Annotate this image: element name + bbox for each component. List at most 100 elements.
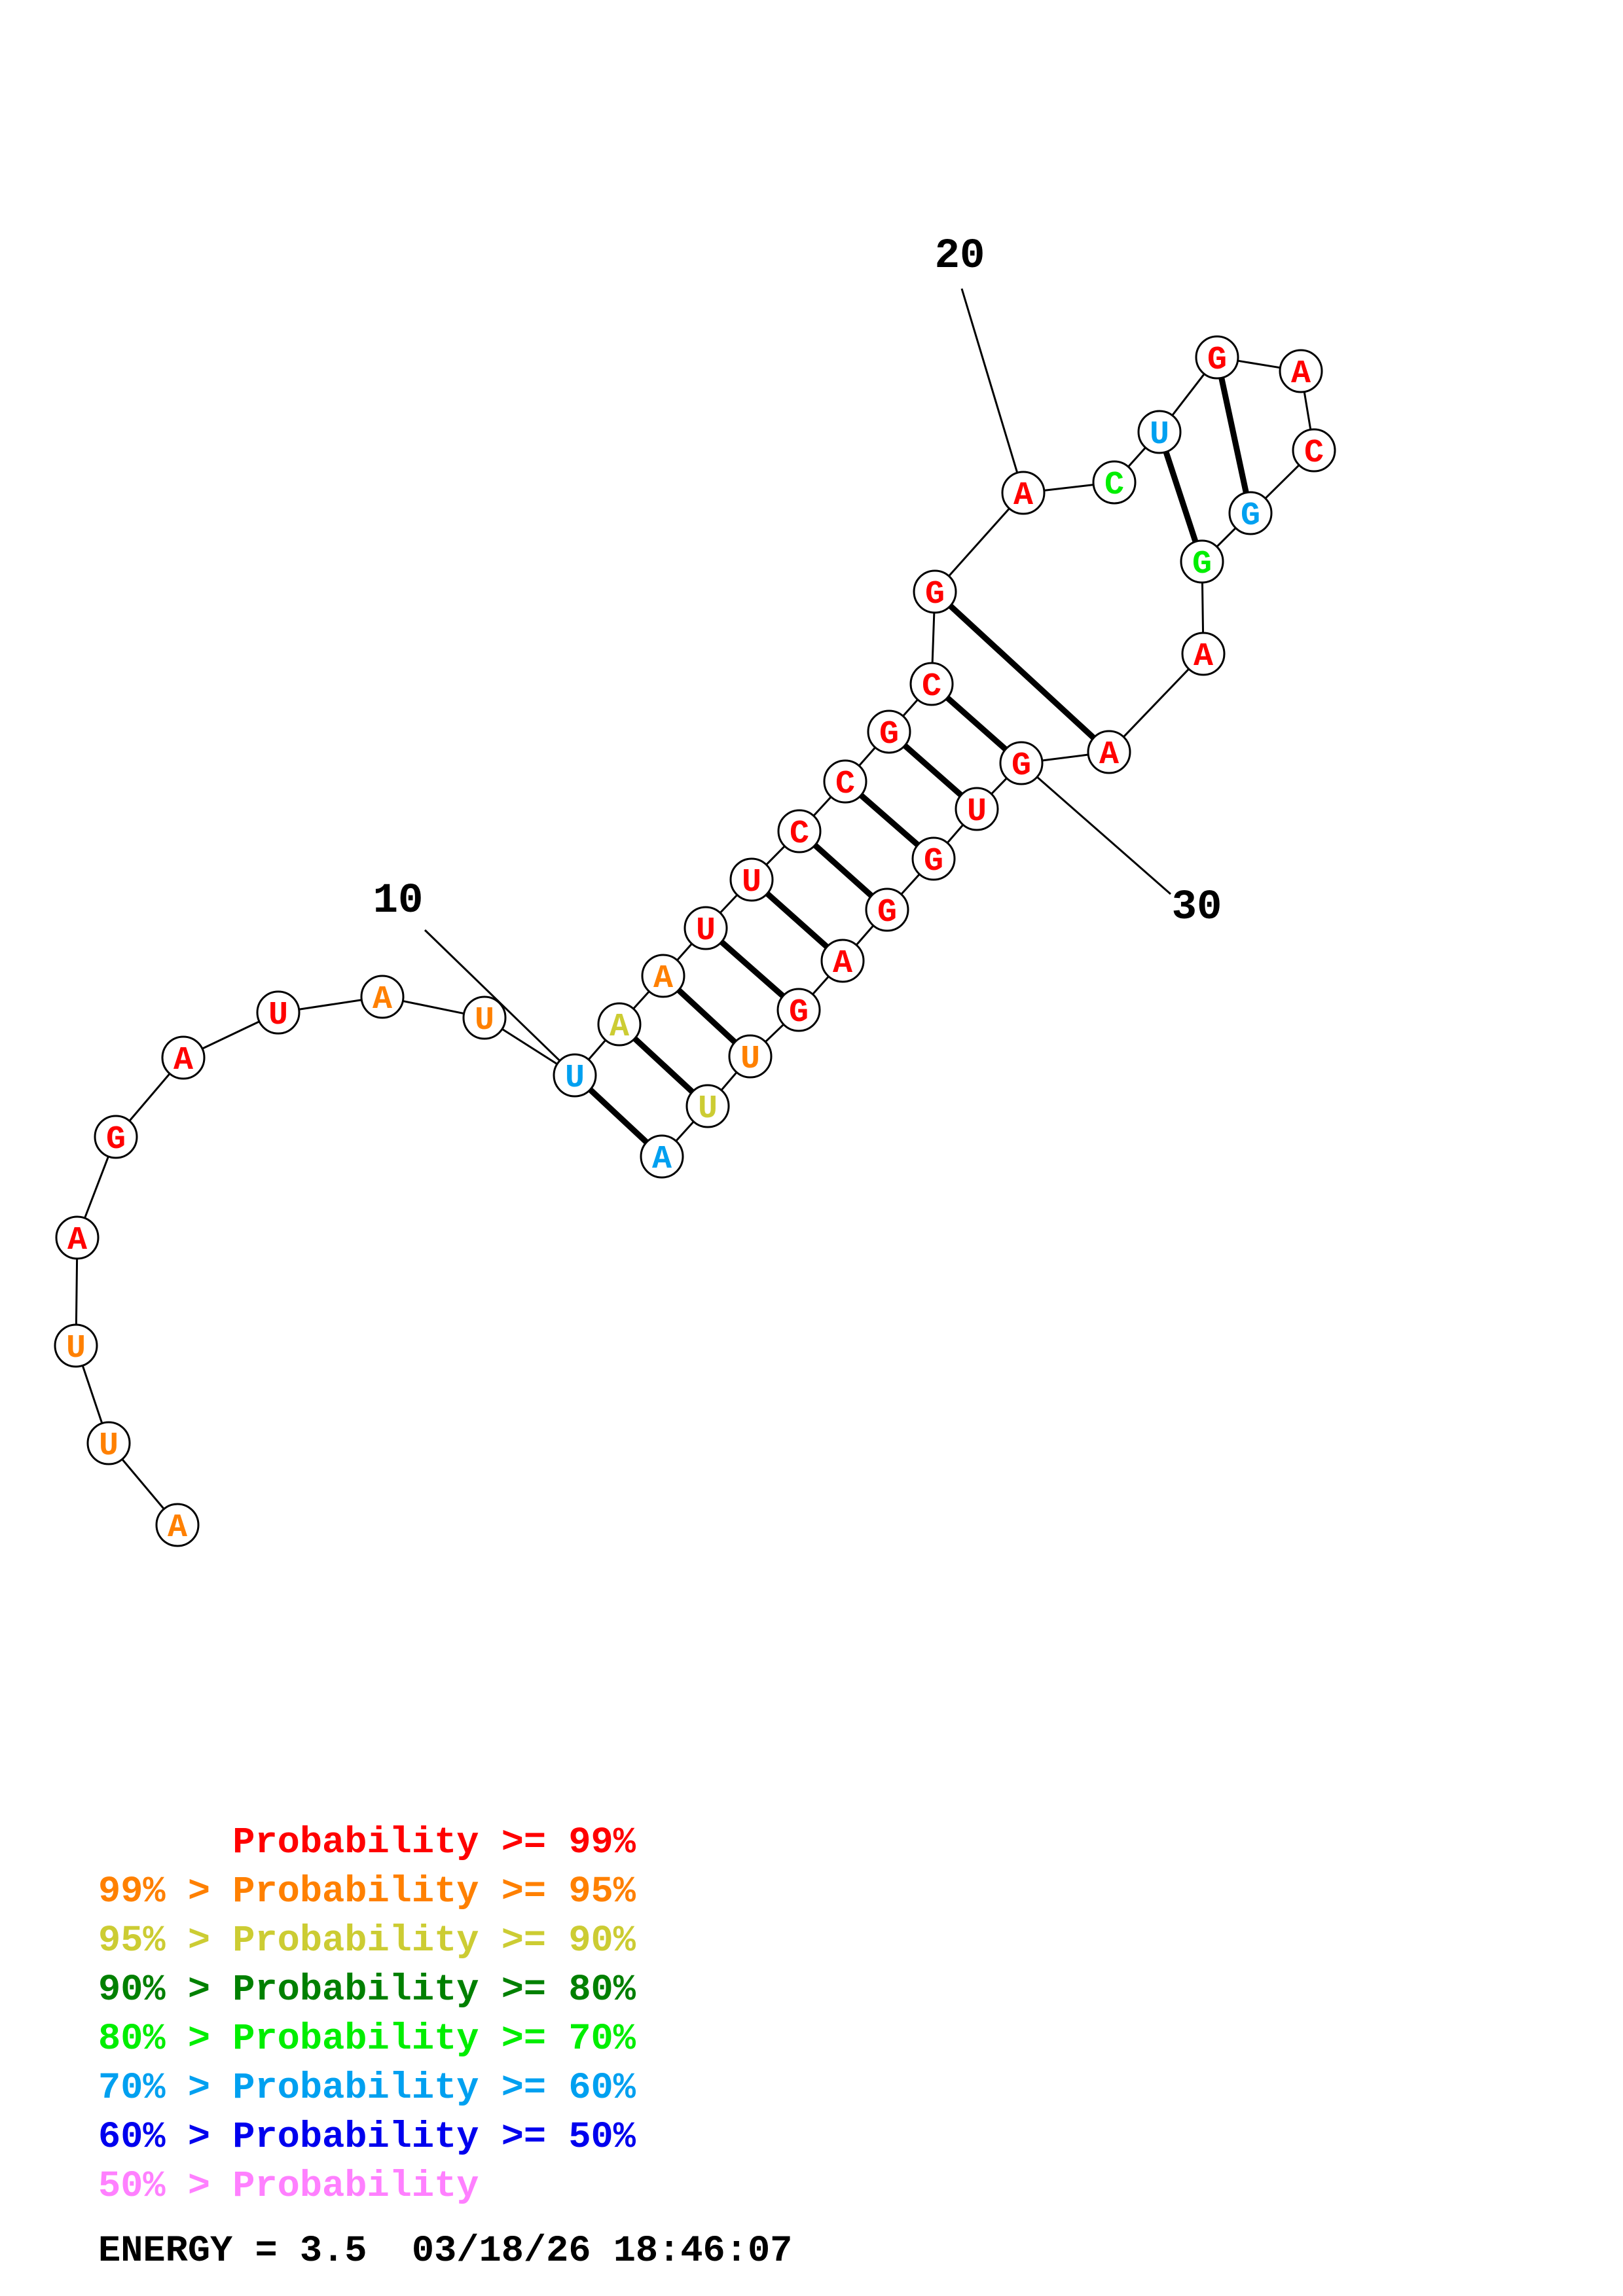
nucleotide: A [161,1035,206,1080]
nucleotide-letter: A [67,1222,87,1259]
nucleotide-circle [55,1215,100,1260]
nucleotide-circle [684,906,728,950]
nucleotide-circle [1292,428,1336,473]
backbone-segment [855,925,875,946]
nucleotide: A [1181,632,1226,676]
nucleotide-circle [823,759,867,804]
nucleotide-letter: G [1207,342,1227,379]
nucleotide: G [865,888,909,932]
nucleotide-letter: G [1192,546,1212,583]
backbone-segment [632,990,650,1010]
nucleotide-letter: C [835,766,855,803]
backbone-segment [587,1039,607,1060]
nucleotide-circle [1087,730,1131,774]
nucleotide-circle [360,975,405,1019]
nucleotide: U [685,1084,730,1128]
energy-footer: ENERGY = 3.5 03/18/26 18:46:07 [98,2231,792,2272]
backbone-segment [1123,668,1190,738]
base-pair-bond [948,603,1096,740]
nucleotide: C [777,809,822,853]
backbone-segment [121,1458,165,1510]
nucleotide-letter: A [1291,355,1311,393]
nucleotide-circle [999,741,1044,785]
nucleotide-letter: A [833,945,852,982]
nucleotide-circle [54,1323,98,1368]
nucleotide: U [729,857,774,902]
backbone-segment [858,747,876,766]
nucleotide: U [256,990,301,1035]
legend-row: 90% > Probability >= 80% [98,1969,636,2011]
backbone-segment [948,507,1010,577]
nucleotide-circle [776,988,821,1032]
nucleotide-letter: U [66,1330,86,1367]
nucleotide-circle [1092,460,1137,505]
nucleotide-circle [1180,539,1224,584]
nucleotide-circle [955,787,999,831]
nucleotide-letter: A [168,1509,187,1547]
nucleotide-circle [597,1002,642,1047]
legend-row: 50% > Probability [98,2166,479,2208]
base-pair-bond [1163,451,1199,543]
nucleotide: A [1279,349,1323,393]
nucleotide-circle [256,990,301,1035]
nucleotide: U [462,996,507,1040]
backbone-segment [765,1024,784,1043]
backbone-segment [1201,582,1205,634]
base-pair-bond [676,988,737,1045]
nucleotide-circle [911,836,956,881]
backbone-segment [676,942,693,961]
nucleotide-letter: G [877,894,897,931]
nucleotide: U [728,1034,773,1079]
backbone-segment [1264,464,1300,499]
nucleotide: A [55,1215,100,1260]
nucleotide-circle [161,1035,206,1080]
backbone-segment [991,777,1008,795]
nucleotide: A [360,975,405,1019]
nucleotide-circle [641,954,685,998]
backbone-segment [1127,446,1146,468]
nucleotide-circle [729,857,774,902]
nucleotide-letter: C [922,668,941,706]
nucleotide: C [823,759,867,804]
nucleotide-letter: C [1104,467,1124,504]
backbone-segment [84,1156,109,1219]
nucleotide: U [684,906,728,950]
backbone-segment [202,1020,260,1050]
index-leader-lines-layer [424,288,1171,1062]
backbone-segment [1303,391,1312,430]
nucleotide-letter: U [740,1041,760,1078]
nucleotide-letter: G [879,716,899,753]
backbone-segment [1042,753,1089,762]
nucleotide-circle [86,1421,131,1465]
nucleotide: G [911,836,956,881]
nucleotide-letter: A [610,1009,629,1046]
nucleotide-circle [1228,491,1273,535]
base-pair-bond [588,1087,649,1145]
nucleotide: A [1087,730,1131,774]
nucleotide-letter: G [925,576,945,613]
backbone-segment [128,1073,171,1122]
nucleotide-circle [820,939,865,983]
nucleotide: G [867,709,911,754]
nucleotide-circle [1279,349,1323,393]
index-label: 10 [373,878,424,925]
nucleotide: U [1137,410,1182,454]
nucleotide: C [1092,460,1137,505]
legend-row: 95% > Probability >= 90% [98,1920,636,1962]
index-leader-line [424,929,561,1062]
backbone-segment [946,824,964,844]
nucleotide-circle [640,1134,684,1179]
index-label: 20 [935,233,985,280]
nucleotide-circle [1181,632,1226,676]
nucleotide-circle [1195,335,1239,380]
backbone-segment [299,999,362,1011]
nucleotide: U [955,787,999,831]
base-pair-bond [632,1036,695,1094]
legend-row: 60% > Probability >= 50% [98,2117,636,2159]
nucleotide: A [820,939,865,983]
nucleotide: A [641,954,685,998]
nucleotide-letter: U [565,1060,585,1097]
nucleotide-letter: C [790,816,809,853]
nucleotide-letter: A [173,1042,193,1079]
